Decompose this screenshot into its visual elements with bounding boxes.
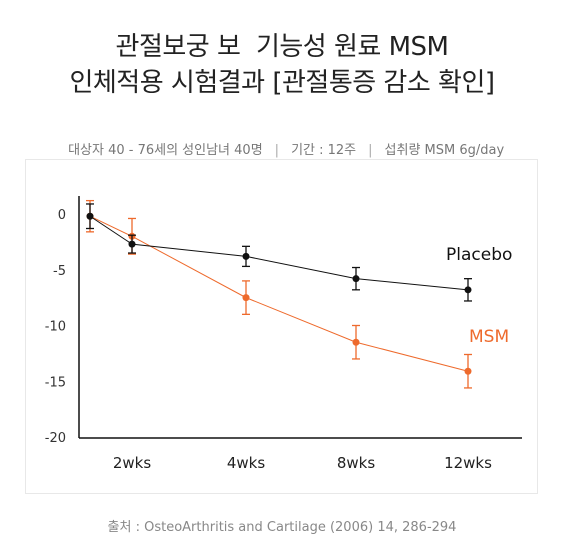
placebo-point bbox=[86, 212, 94, 220]
title-line-2: 인체적용 시험결과 [관절통증 감소 확인] bbox=[69, 68, 495, 98]
msm-point bbox=[352, 338, 360, 346]
separator: | bbox=[368, 143, 373, 158]
y-tick-label: -10 bbox=[45, 320, 66, 335]
separator: | bbox=[274, 143, 280, 158]
x-tick-label: 2wks bbox=[113, 454, 151, 472]
x-tick-label: 12wks bbox=[444, 454, 492, 472]
placebo-point bbox=[352, 275, 360, 283]
placebo-series-label: Placebo bbox=[446, 245, 512, 265]
study-info: 대상자 40 - 76세의 성인남녀 40명 | 기간 : 12주 | 섭취량 MSM … bbox=[0, 124, 564, 158]
placebo-point bbox=[128, 240, 136, 248]
study-subjects: 대상자 40 - 76세의 성인남녀 40명 bbox=[68, 143, 263, 158]
x-tick-label: 4wks bbox=[227, 454, 265, 472]
msm-line bbox=[89, 215, 469, 372]
title-line-1: 관절보궁 보 기능성 원료 MSM bbox=[115, 32, 449, 62]
placebo-point bbox=[242, 252, 250, 260]
source-citation: 출처 : OsteoArthritis and Cartilage (2006)… bbox=[107, 520, 457, 535]
study-period: 기간 : 12주 bbox=[291, 143, 357, 158]
y-tick-label: -15 bbox=[45, 375, 66, 390]
y-tick-label: -20 bbox=[45, 431, 66, 446]
y-tick-label: -5 bbox=[53, 264, 66, 279]
x-tick-label: 8wks bbox=[337, 454, 375, 472]
y-tick-label: 0 bbox=[58, 208, 66, 223]
msm-point bbox=[464, 367, 472, 375]
placebo-line bbox=[89, 215, 469, 291]
msm-point bbox=[242, 294, 250, 302]
placebo-point bbox=[464, 286, 472, 294]
study-intake: 섭취량 MSM 6g/day bbox=[384, 143, 505, 158]
msm-series-label: MSM bbox=[469, 327, 509, 347]
